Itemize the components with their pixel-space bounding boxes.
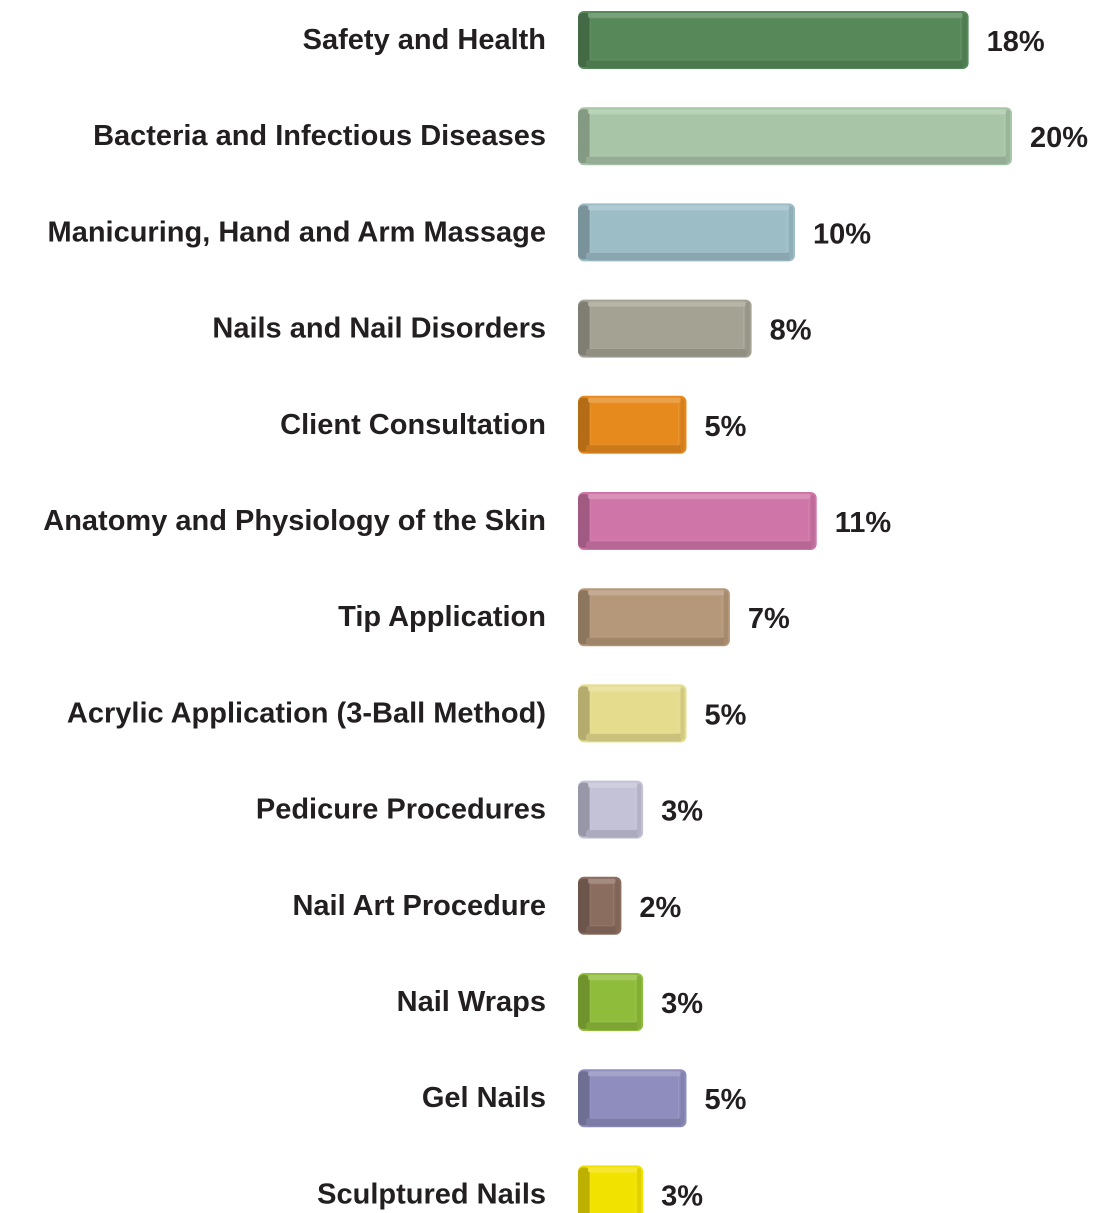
category-label: Gel Nails <box>422 1082 546 1114</box>
bar <box>578 299 752 358</box>
value-label: 20% <box>1030 122 1088 154</box>
bar <box>578 588 730 647</box>
value-label: 5% <box>705 411 747 443</box>
category-label: Sculptured Nails <box>317 1178 546 1210</box>
category-label: Tip Application <box>338 601 546 633</box>
category-labels-group: Safety and Health Bacteria and Infectious… <box>43 24 546 1210</box>
category-label: Acrylic Application (3-Ball Method) <box>67 697 546 729</box>
value-label: 8% <box>770 315 812 347</box>
bar <box>578 780 644 839</box>
category-label: Nail Wraps <box>397 986 546 1018</box>
bar <box>578 11 969 69</box>
category-label: Pedicure Procedures <box>256 794 546 826</box>
category-label: Client Consultation <box>280 409 546 441</box>
value-label: 3% <box>661 796 703 828</box>
category-label: Nail Art Procedure <box>292 890 546 922</box>
bar <box>578 395 687 454</box>
value-label: 3% <box>661 988 703 1020</box>
value-label: 10% <box>813 218 871 250</box>
value-labels-group: 18% 20% 10% 8% 5% 11% 7% 5% 3% 2% 3% 5% 3% <box>639 26 1088 1212</box>
value-label: 18% <box>987 26 1045 58</box>
value-label: 5% <box>705 699 747 731</box>
category-label: Anatomy and Physiology of the Skin <box>43 505 546 537</box>
value-label: 2% <box>639 892 681 924</box>
value-label: 11% <box>835 507 892 539</box>
category-label: Nails and Nail Disorders <box>212 313 546 345</box>
bar <box>578 1069 687 1128</box>
category-label: Manicuring, Hand and Arm Massage <box>48 216 546 248</box>
value-label: 7% <box>748 603 790 635</box>
bar <box>578 107 1012 166</box>
bar <box>578 492 817 550</box>
bar <box>578 684 687 743</box>
bar <box>578 876 622 935</box>
category-label: Safety and Health <box>303 24 546 56</box>
bars-group <box>578 11 1012 1213</box>
bar <box>578 1165 644 1213</box>
value-label: 3% <box>661 1180 703 1212</box>
bar <box>578 203 795 262</box>
category-label: Bacteria and Infectious Diseases <box>93 120 546 152</box>
bar <box>578 973 644 1031</box>
value-label: 5% <box>705 1084 747 1116</box>
